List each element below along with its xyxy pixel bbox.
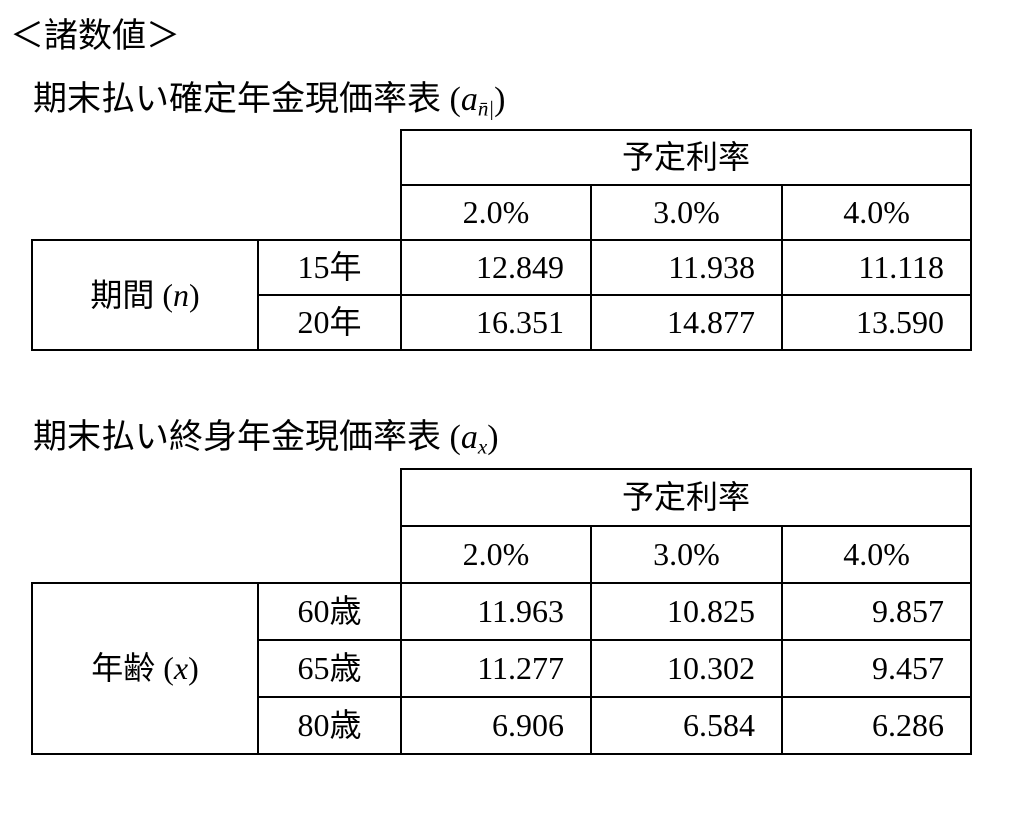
table-row: 65歳 11.277 10.302 9.457 bbox=[32, 638, 973, 698]
row-label: 60歳 bbox=[257, 581, 402, 641]
rate-col-header: 2.0% bbox=[400, 524, 592, 584]
value-cell: 6.286 bbox=[780, 695, 973, 755]
table-row: 2.0% 3.0% 4.0% bbox=[32, 524, 973, 584]
value-cell: 6.584 bbox=[590, 695, 783, 755]
math-sub-x: x bbox=[477, 434, 488, 459]
math-sub-n-angle: n̄| bbox=[477, 95, 495, 120]
corner-blank-cell bbox=[32, 525, 401, 583]
life-annuity-table: 予定利率 2.0% 3.0% 4.0% 年齢 (x) 60歳 11.963 10… bbox=[31, 467, 973, 755]
row-group-suffix: ) bbox=[188, 649, 199, 686]
row-group-header: 年齢 (x) bbox=[31, 581, 259, 755]
page-heading: ＜諸数値＞ bbox=[10, 16, 1014, 59]
table-row: 20年 16.351 14.877 13.590 bbox=[32, 294, 973, 352]
certain-annuity-table: 予定利率 2.0% 3.0% 4.0% 期間 (n) 15年 12.849 11… bbox=[31, 129, 973, 352]
math-var-n: n bbox=[173, 276, 189, 313]
value-cell: 11.963 bbox=[400, 581, 592, 641]
certain-annuity-title-text: 期末払い確定年金現価率表 ( bbox=[33, 80, 461, 118]
row-group-header: 期間 (n) bbox=[31, 239, 259, 352]
corner-blank-cell bbox=[32, 130, 401, 186]
rate-col-header: 2.0% bbox=[400, 184, 592, 242]
row-group-suffix: ) bbox=[189, 276, 200, 313]
value-cell: 14.877 bbox=[590, 294, 783, 352]
corner-blank-cell bbox=[32, 468, 401, 526]
certain-annuity-title: 期末払い確定年金現価率表 (an̄|) bbox=[33, 79, 1014, 122]
math-var-a: a bbox=[460, 419, 478, 457]
table-row: 年齢 (x) 60歳 11.963 10.825 9.857 bbox=[31, 581, 973, 755]
row-label: 65歳 bbox=[257, 638, 402, 698]
rate-header-cell: 予定利率 bbox=[399, 467, 973, 527]
rate-col-header: 4.0% bbox=[780, 524, 973, 584]
math-var-a: a bbox=[460, 80, 478, 118]
rate-col-header: 3.0% bbox=[590, 524, 783, 584]
table-row: 期間 (n) 15年 12.849 11.938 11.118 bbox=[31, 239, 973, 352]
row-label: 20年 bbox=[257, 294, 402, 352]
value-cell: 13.590 bbox=[780, 294, 973, 352]
table-row: 予定利率 bbox=[32, 129, 973, 187]
rate-header-cell: 予定利率 bbox=[399, 129, 973, 187]
row-label: 15年 bbox=[257, 239, 402, 297]
rate-col-header: 4.0% bbox=[780, 184, 973, 242]
rate-col-header: 3.0% bbox=[590, 184, 783, 242]
value-cell: 11.277 bbox=[400, 638, 592, 698]
table-row: 2.0% 3.0% 4.0% bbox=[32, 184, 973, 242]
value-cell: 16.351 bbox=[400, 294, 592, 352]
value-cell: 9.457 bbox=[780, 638, 973, 698]
value-cell: 11.118 bbox=[780, 239, 973, 297]
row-group-prefix: 年齢 ( bbox=[91, 649, 174, 686]
math-var-x: x bbox=[173, 649, 189, 686]
life-annuity-title: 期末払い終身年金現価率表 (ax) bbox=[33, 417, 1014, 460]
row-label: 80歳 bbox=[257, 695, 402, 755]
corner-blank-cell bbox=[32, 185, 401, 241]
table-row: 予定利率 bbox=[32, 467, 973, 527]
table-row: 80歳 6.906 6.584 6.286 bbox=[32, 695, 973, 755]
row-group-prefix: 期間 ( bbox=[90, 276, 173, 313]
value-cell: 10.302 bbox=[590, 638, 783, 698]
page-heading-text: ＜諸数値＞ bbox=[10, 18, 180, 55]
value-cell: 12.849 bbox=[400, 239, 592, 297]
life-annuity-title-text: 期末払い終身年金現価率表 ( bbox=[33, 419, 461, 457]
section-certain-annuity: 期末払い確定年金現価率表 (an̄|) 予定利率 2.0% 3.0% 4.0% … bbox=[10, 79, 1014, 352]
certain-annuity-title-close: ) bbox=[494, 80, 506, 118]
section-life-annuity: 期末払い終身年金現価率表 (ax) 予定利率 2.0% 3.0% 4.0% 年齢… bbox=[10, 417, 1014, 755]
value-cell: 6.906 bbox=[400, 695, 592, 755]
value-cell: 9.857 bbox=[780, 581, 973, 641]
life-annuity-title-close: ) bbox=[487, 419, 499, 457]
value-cell: 11.938 bbox=[590, 239, 783, 297]
value-cell: 10.825 bbox=[590, 581, 783, 641]
